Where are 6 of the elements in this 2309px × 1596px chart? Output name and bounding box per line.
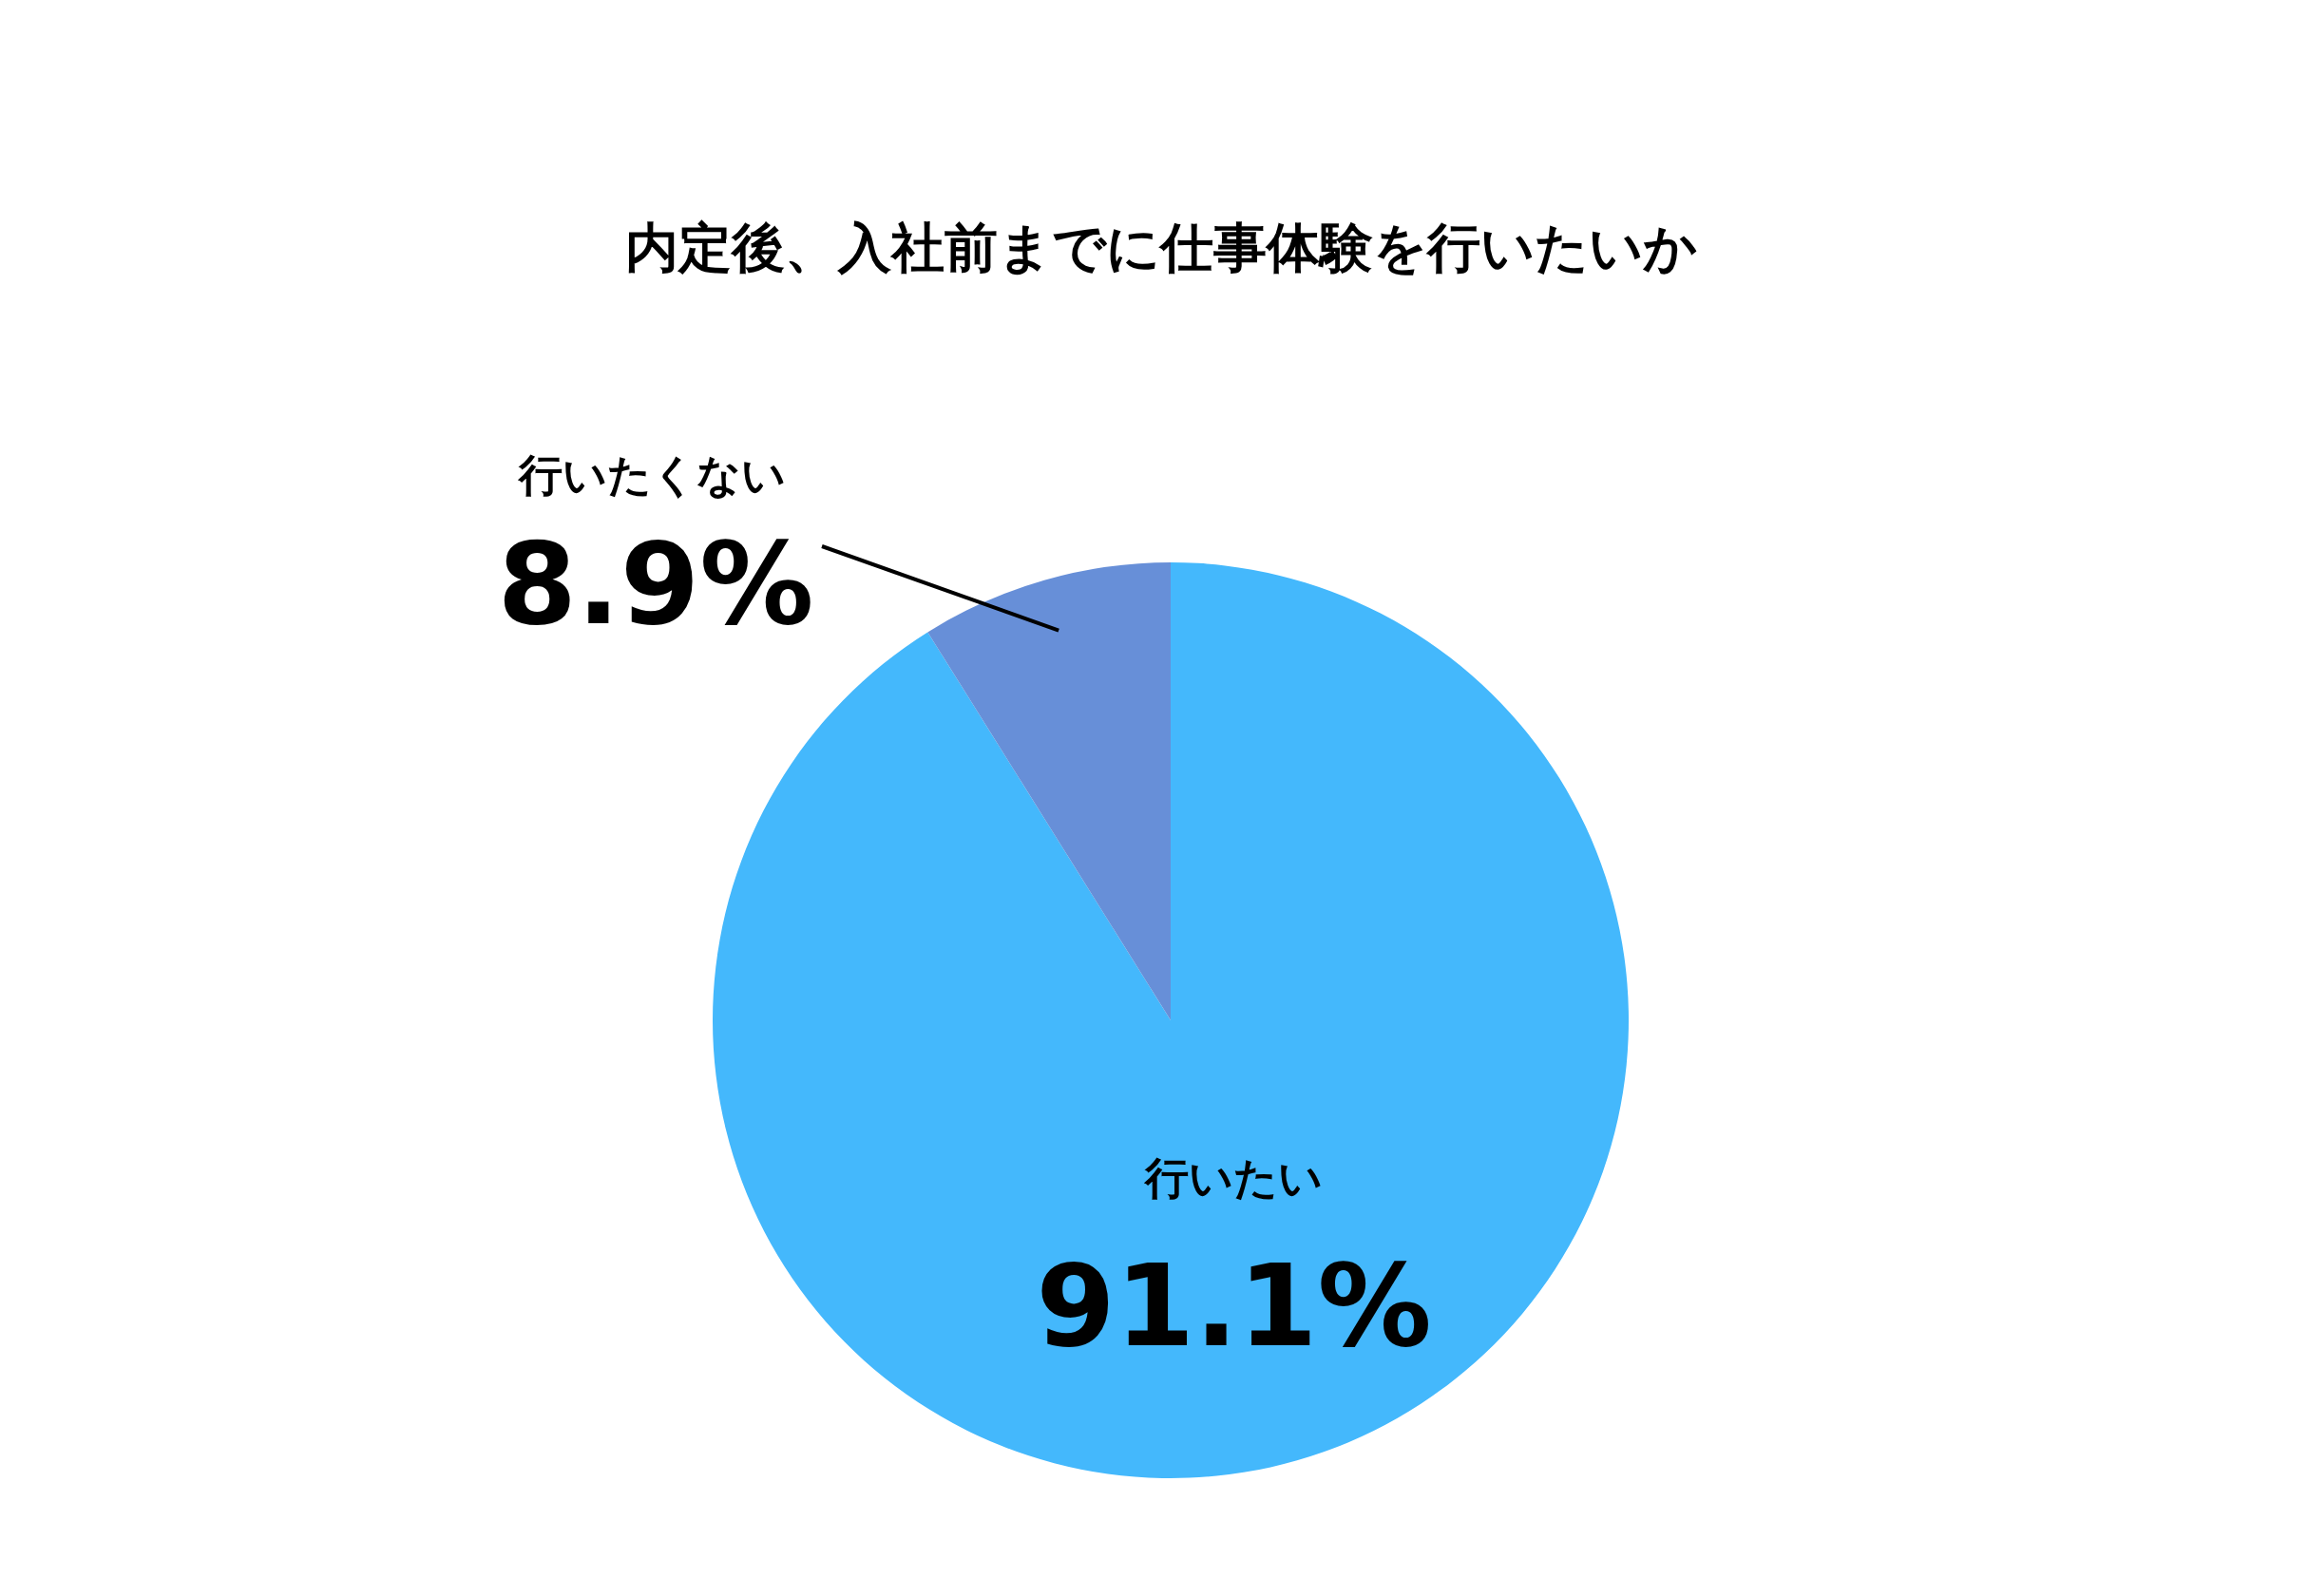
slice-label: 行いたい xyxy=(1143,1151,1324,1204)
data-label: 91.1% xyxy=(1036,1239,1432,1372)
pie-slice xyxy=(927,562,1171,1020)
slice-label: 行いたくない xyxy=(516,449,786,501)
chart-title: 内定後、入社前までに仕事体験を行いたいか xyxy=(625,217,1697,278)
data-label: 8.9% xyxy=(497,518,814,650)
